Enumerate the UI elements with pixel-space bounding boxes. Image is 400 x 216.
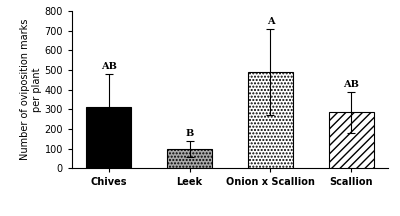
- Text: A: A: [267, 17, 274, 25]
- Bar: [248, 72, 293, 168]
- Text: AB: AB: [344, 80, 359, 89]
- Bar: [167, 149, 212, 168]
- Bar: [329, 112, 374, 168]
- Text: AB: AB: [101, 62, 116, 71]
- Bar: [86, 107, 131, 168]
- Y-axis label: Number of oviposition marks
per plant: Number of oviposition marks per plant: [20, 19, 42, 160]
- Text: B: B: [186, 129, 194, 138]
